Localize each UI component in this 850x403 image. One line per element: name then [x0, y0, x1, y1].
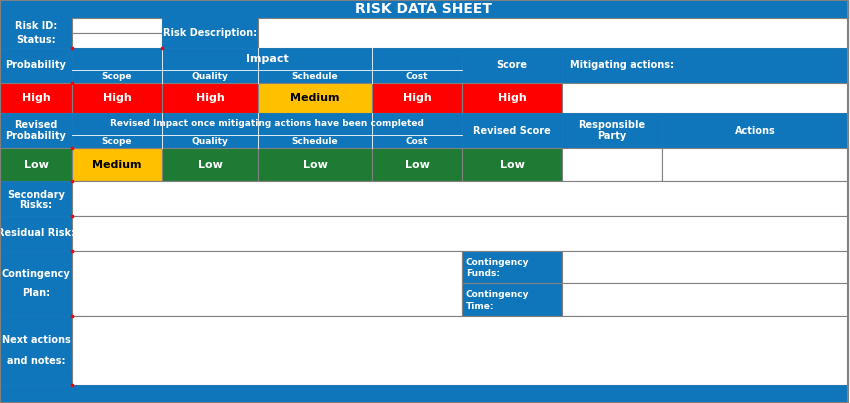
Bar — [462, 113, 562, 148]
Text: Low: Low — [197, 160, 223, 170]
Text: Cost: Cost — [405, 137, 428, 146]
Text: Mitigating actions:: Mitigating actions: — [570, 60, 674, 71]
Bar — [72, 148, 162, 181]
Bar — [0, 83, 72, 113]
Text: Low: Low — [24, 160, 48, 170]
Text: Revised Score: Revised Score — [473, 125, 551, 135]
Text: Scope: Scope — [102, 137, 133, 146]
Bar — [462, 83, 562, 113]
Bar — [562, 113, 662, 148]
Text: and notes:: and notes: — [7, 356, 65, 366]
Text: Quality: Quality — [191, 137, 229, 146]
Text: Risk Description:: Risk Description: — [163, 28, 257, 38]
Text: Secondary: Secondary — [7, 190, 65, 200]
Text: Medium: Medium — [290, 93, 340, 103]
Bar — [0, 48, 72, 83]
Text: Plan:: Plan: — [22, 288, 50, 298]
Bar — [72, 70, 462, 83]
Bar — [72, 113, 462, 135]
Text: Time:: Time: — [466, 301, 495, 311]
Text: High: High — [21, 93, 50, 103]
Bar — [662, 113, 848, 148]
Bar — [72, 181, 848, 216]
Text: Schedule: Schedule — [292, 72, 338, 81]
Text: Quality: Quality — [191, 72, 229, 81]
Bar — [372, 148, 462, 181]
Text: Status:: Status: — [16, 35, 56, 45]
Text: Low: Low — [500, 160, 524, 170]
Bar — [372, 83, 462, 113]
Bar — [562, 283, 848, 316]
Bar — [72, 18, 162, 33]
Text: High: High — [196, 93, 224, 103]
Text: Score: Score — [496, 60, 528, 71]
Text: Responsible
Party: Responsible Party — [579, 120, 645, 141]
Text: Actions: Actions — [734, 125, 775, 135]
Bar — [462, 48, 562, 83]
Bar — [0, 316, 72, 385]
Bar — [562, 251, 848, 283]
Text: Contingency: Contingency — [466, 258, 530, 267]
Bar — [72, 33, 162, 48]
Text: Risks:: Risks: — [20, 201, 53, 210]
Text: Low: Low — [405, 160, 429, 170]
Bar — [72, 135, 462, 148]
Bar — [258, 148, 372, 181]
Bar — [0, 385, 848, 403]
Text: Revised Impact once mitigating actions have been completed: Revised Impact once mitigating actions h… — [110, 120, 424, 129]
Bar — [0, 181, 72, 216]
Text: Impact: Impact — [246, 54, 288, 64]
Text: Medium: Medium — [93, 160, 142, 170]
Text: Low: Low — [303, 160, 327, 170]
Text: Funds:: Funds: — [466, 269, 500, 278]
Text: Revised
Probability: Revised Probability — [6, 120, 66, 141]
Bar — [162, 18, 258, 48]
Bar — [258, 83, 372, 113]
Bar — [162, 83, 258, 113]
Bar — [0, 18, 72, 48]
Bar — [562, 83, 848, 113]
Bar — [462, 148, 562, 181]
Text: Schedule: Schedule — [292, 137, 338, 146]
Text: Residual Risk:: Residual Risk: — [0, 229, 75, 239]
Text: High: High — [403, 93, 431, 103]
Text: Probability: Probability — [6, 60, 66, 71]
Bar — [162, 148, 258, 181]
Text: High: High — [497, 93, 526, 103]
Text: Risk ID:: Risk ID: — [14, 21, 57, 31]
Bar — [462, 283, 562, 316]
Text: High: High — [103, 93, 132, 103]
Text: Contingency: Contingency — [2, 269, 71, 279]
Text: RISK DATA SHEET: RISK DATA SHEET — [355, 2, 492, 16]
Text: Next actions: Next actions — [2, 335, 71, 345]
Text: Contingency: Contingency — [466, 290, 530, 299]
Bar — [0, 148, 72, 181]
Bar — [72, 216, 848, 251]
Bar — [462, 251, 562, 283]
Bar — [72, 48, 462, 70]
Bar — [0, 0, 848, 18]
Bar — [72, 83, 162, 113]
Bar — [562, 148, 662, 181]
Bar — [258, 18, 848, 48]
Bar — [72, 316, 848, 385]
Bar — [0, 251, 72, 316]
Bar — [0, 216, 72, 251]
Bar — [562, 48, 848, 83]
Bar — [0, 113, 72, 148]
Bar — [72, 251, 462, 316]
Text: Scope: Scope — [102, 72, 133, 81]
Bar — [662, 148, 848, 181]
Text: Cost: Cost — [405, 72, 428, 81]
